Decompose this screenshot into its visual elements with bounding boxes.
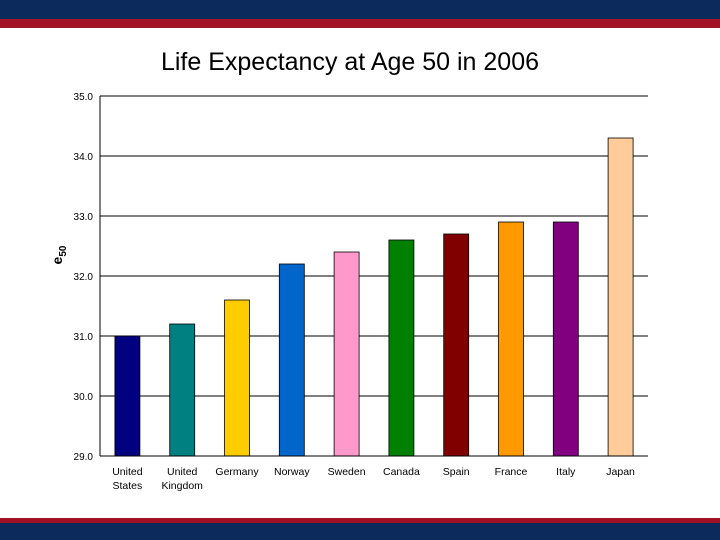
y-tick-label: 31.0 xyxy=(74,332,94,343)
bar xyxy=(553,222,578,456)
x-category-label: Norway xyxy=(274,466,310,478)
svg-text:e50: e50 xyxy=(49,245,69,264)
x-axis-labels: United States United Kingdom Germany Norway Sw… xyxy=(112,466,635,492)
bar xyxy=(608,138,633,456)
footer-band-navy xyxy=(0,523,720,540)
bar xyxy=(170,324,195,456)
x-category-label: Spain xyxy=(443,466,470,478)
bar xyxy=(279,264,304,456)
y-axis-label: e50 xyxy=(49,245,69,264)
y-axis-label-e: e xyxy=(49,256,65,264)
x-category-label: Canada xyxy=(383,466,420,478)
bar xyxy=(444,234,469,456)
y-axis-ticks: 29.0 30.0 31.0 32.0 33.0 34.0 35.0 xyxy=(74,92,94,463)
x-category-label: Sweden xyxy=(328,466,366,478)
bar xyxy=(334,252,359,456)
bar xyxy=(225,300,250,456)
bars xyxy=(115,138,633,456)
y-tick-label: 33.0 xyxy=(74,212,94,223)
x-category-label: United States xyxy=(112,466,143,492)
x-category-label: France xyxy=(495,466,528,478)
bar xyxy=(499,222,524,456)
x-category-label: Italy xyxy=(556,466,576,478)
y-tick-label: 35.0 xyxy=(74,92,94,103)
x-category-label: United Kingdom xyxy=(161,466,203,492)
y-axis-label-subscript: 50 xyxy=(58,245,69,257)
x-category-label: Japan xyxy=(606,466,635,478)
bar xyxy=(389,240,414,456)
y-tick-label: 34.0 xyxy=(74,152,94,163)
y-tick-label: 30.0 xyxy=(74,392,94,403)
bar xyxy=(115,336,140,456)
y-tick-label: 29.0 xyxy=(74,452,94,463)
x-category-label: Germany xyxy=(215,466,259,478)
bar-chart: 29.0 30.0 31.0 32.0 33.0 34.0 35.0 United State… xyxy=(0,0,720,540)
y-tick-label: 32.0 xyxy=(74,272,94,283)
